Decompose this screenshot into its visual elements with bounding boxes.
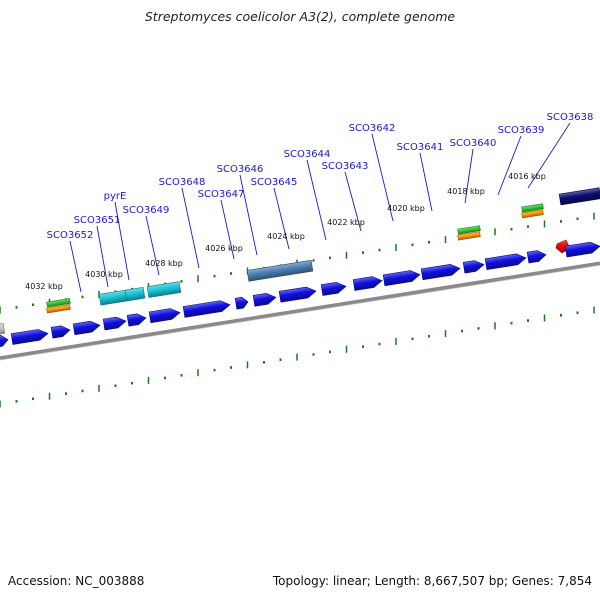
- feature-block[interactable]: [521, 209, 544, 219]
- gene-arrow[interactable]: [0, 334, 9, 348]
- gene-arrow[interactable]: [102, 316, 127, 331]
- gene-arrow[interactable]: [10, 328, 49, 345]
- gene-label[interactable]: SCO3646: [217, 164, 264, 175]
- map-title: Streptomyces coelicolor A3(2), complete …: [144, 9, 456, 24]
- gene-label-leader: [114, 201, 130, 281]
- gene-arrow[interactable]: [462, 259, 485, 274]
- gene-arrow[interactable]: [564, 241, 600, 258]
- gene-label[interactable]: SCO3640: [450, 138, 497, 149]
- gene-track: [0, 241, 600, 348]
- gene-label[interactable]: SCO3648: [159, 177, 206, 188]
- gene-label-leader: [419, 152, 433, 212]
- feature-block[interactable]: [124, 286, 146, 302]
- gene-label-leader: [464, 148, 474, 204]
- gene-arrow[interactable]: [484, 252, 527, 270]
- feature-block[interactable]: [98, 289, 128, 306]
- gene-label[interactable]: SCO3651: [74, 215, 121, 226]
- gene-label[interactable]: SCO3643: [322, 161, 369, 172]
- feature-block[interactable]: [46, 304, 71, 314]
- gene-arrow[interactable]: [72, 320, 101, 336]
- genome-backbone: [0, 261, 600, 361]
- gene-label[interactable]: SCO3642: [349, 123, 396, 134]
- tick-label: 4032 kbp: [25, 282, 63, 291]
- gene-arrow[interactable]: [148, 307, 181, 324]
- tick-label: 4026 kbp: [205, 244, 243, 253]
- feature-block[interactable]: [0, 323, 6, 335]
- gene-label-leader: [69, 240, 82, 293]
- gene-arrow[interactable]: [352, 275, 383, 291]
- gene-label-leader: [220, 199, 235, 260]
- feature-block[interactable]: [521, 203, 544, 213]
- gene-arrow[interactable]: [382, 269, 421, 287]
- tick-label: 4020 kbp: [387, 204, 425, 213]
- tick-label: 4018 kbp: [447, 187, 485, 196]
- gene-arrow[interactable]: [50, 325, 71, 339]
- gene-label[interactable]: SCO3644: [284, 149, 331, 160]
- gene-arrow[interactable]: [420, 263, 461, 281]
- gene-label-leader: [181, 187, 200, 269]
- gene-label-leader: [527, 122, 571, 189]
- gene-arrow[interactable]: [182, 299, 231, 318]
- gene-label-leader: [145, 215, 160, 276]
- feature-block[interactable]: [46, 298, 71, 308]
- gene-label-leader: [273, 187, 290, 250]
- tick-label: 4028 kbp: [145, 259, 183, 268]
- gene-arrow[interactable]: [126, 312, 147, 327]
- tick-label: 4016 kbp: [508, 172, 546, 181]
- backbone-line: [0, 261, 600, 360]
- genome-summary-text: Topology: linear; Length: 8,667,507 bp; …: [272, 574, 592, 588]
- feature-block[interactable]: [146, 281, 182, 298]
- feature-block[interactable]: [457, 225, 481, 235]
- feature-track: [0, 187, 600, 335]
- accession-text: Accession: NC_003888: [8, 574, 145, 588]
- gene-label-leader: [306, 159, 327, 241]
- tick-label-layer: 4032 kbp 4030 kbp 4028 kbp 4026 kbp 4024 kbp…: [25, 172, 546, 291]
- gene-label-leader: [344, 171, 362, 232]
- gene-arrow[interactable]: [526, 249, 547, 264]
- gene-label[interactable]: SCO3639: [498, 125, 545, 136]
- gene-label-leader: [497, 135, 522, 196]
- gene-arrow[interactable]: [252, 292, 277, 307]
- gene-label[interactable]: SCO3647: [198, 189, 245, 200]
- gene-label-leader: [371, 133, 394, 222]
- gene-label[interactable]: pyrE: [104, 191, 127, 202]
- feature-block[interactable]: [246, 259, 314, 282]
- gene-arrow[interactable]: [320, 281, 347, 296]
- gene-label[interactable]: SCO3645: [251, 177, 298, 188]
- feature-block[interactable]: [558, 187, 600, 206]
- tick-label: 4030 kbp: [85, 270, 123, 279]
- tick-label: 4024 kbp: [267, 232, 305, 241]
- gene-label[interactable]: SCO3641: [397, 142, 444, 153]
- gene-label-leader: [96, 225, 109, 288]
- tick-label: 4022 kbp: [327, 218, 365, 227]
- gene-label[interactable]: SCO3652: [47, 230, 94, 241]
- gene-arrow[interactable]: [234, 296, 249, 310]
- gene-arrow[interactable]: [278, 286, 317, 303]
- feature-block[interactable]: [457, 231, 481, 241]
- gene-label[interactable]: SCO3638: [547, 112, 594, 123]
- gene-label[interactable]: SCO3649: [123, 205, 170, 216]
- gene-label-leader: [239, 174, 258, 256]
